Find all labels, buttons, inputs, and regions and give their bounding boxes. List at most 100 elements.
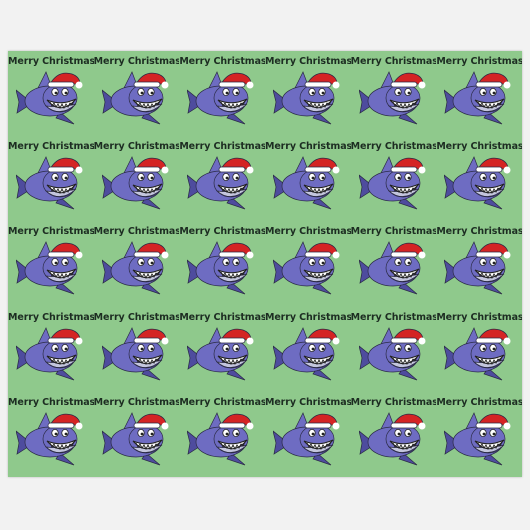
shark-eye-left xyxy=(222,428,230,437)
santa-hat xyxy=(49,72,81,85)
shark-teeth xyxy=(135,100,161,110)
merry-christmas-text: Merry Christmas xyxy=(350,226,437,238)
shark-eye-left xyxy=(137,343,145,352)
shark-teeth xyxy=(392,185,418,195)
santa-hat-trim xyxy=(133,81,161,88)
shark-eye-left xyxy=(308,343,316,352)
shark-teeth xyxy=(135,356,161,365)
shark-eye-right xyxy=(489,87,497,96)
santa-hat xyxy=(135,243,167,255)
shark-teeth xyxy=(49,100,75,110)
merry-christmas-text: Merry Christmas xyxy=(436,56,522,67)
santa-hat-trim xyxy=(304,252,332,258)
merry-christmas-text: Merry Christmas xyxy=(179,56,265,67)
pattern-tile: Merry Christmas xyxy=(179,307,265,392)
santa-shark-icon xyxy=(272,71,340,125)
shark-eye-left xyxy=(51,87,59,96)
shark-eye-left xyxy=(479,258,487,267)
pattern-tile: Merry Christmas xyxy=(8,51,94,136)
merry-christmas-text: Merry Christmas xyxy=(93,226,180,238)
shark-teeth xyxy=(220,441,246,450)
santa-shark-icon xyxy=(358,71,426,125)
santa-hat xyxy=(392,72,424,85)
shark-teeth xyxy=(220,356,246,365)
santa-hat xyxy=(220,413,252,426)
pattern-tile: Merry Christmas xyxy=(94,307,179,392)
pattern-tile: Merry Christmas xyxy=(351,136,436,221)
shark-eye-right xyxy=(318,173,326,182)
pattern-tile: Merry Christmas xyxy=(179,51,265,136)
santa-hat-trim xyxy=(390,422,418,429)
shark-eye-left xyxy=(479,173,487,182)
santa-hat-pompom xyxy=(161,422,169,430)
santa-shark-icon xyxy=(101,326,169,380)
pattern-tile: Merry Christmas xyxy=(436,392,522,477)
santa-shark-icon xyxy=(444,71,511,125)
pattern-tile: Merry Christmas xyxy=(265,221,351,306)
santa-shark-icon xyxy=(101,411,169,466)
shark-eye-right xyxy=(318,87,326,96)
santa-hat xyxy=(477,72,509,85)
pattern-tile: Merry Christmas xyxy=(436,221,522,306)
santa-hat xyxy=(477,243,509,255)
santa-hat-pompom xyxy=(246,81,254,89)
shark-eye-right xyxy=(61,343,69,352)
merry-christmas-text: Merry Christmas xyxy=(264,311,351,323)
santa-hat-trim xyxy=(304,337,332,343)
santa-hat xyxy=(477,157,509,170)
santa-hat-pompom xyxy=(161,251,169,259)
santa-hat-pompom xyxy=(503,337,511,345)
shark-teeth xyxy=(220,185,246,195)
shark-eye-right xyxy=(147,258,155,267)
santa-hat-trim xyxy=(390,81,418,88)
santa-hat xyxy=(49,243,81,255)
santa-hat-trim xyxy=(475,166,503,173)
shark-eye-right xyxy=(489,258,497,267)
santa-hat-pompom xyxy=(161,81,169,89)
shark-eye-left xyxy=(479,87,487,96)
santa-shark-icon xyxy=(272,326,340,380)
pattern-tile: Merry Christmas xyxy=(94,51,179,136)
santa-hat-pompom xyxy=(75,337,83,345)
santa-hat-trim xyxy=(304,422,332,429)
santa-hat xyxy=(392,157,424,170)
pattern-tile: Merry Christmas xyxy=(179,221,265,306)
shark-eye-right xyxy=(147,87,155,96)
santa-hat-pompom xyxy=(246,166,254,174)
shark-teeth xyxy=(392,441,418,450)
merry-christmas-text: Merry Christmas xyxy=(93,141,180,153)
shark-eye-left xyxy=(308,173,316,182)
santa-hat xyxy=(135,413,167,426)
santa-shark-icon xyxy=(358,326,426,380)
santa-hat-trim xyxy=(390,166,418,173)
shark-eye-right xyxy=(232,428,240,437)
santa-hat xyxy=(477,413,509,426)
santa-hat-pompom xyxy=(246,422,254,430)
santa-shark-icon xyxy=(187,411,254,466)
santa-hat xyxy=(220,328,252,340)
pattern-tile: Merry Christmas xyxy=(265,51,351,136)
shark-eye-left xyxy=(137,258,145,267)
pattern-tile: Merry Christmas xyxy=(8,307,94,392)
santa-hat-trim xyxy=(304,166,332,173)
pattern-tile: Merry Christmas xyxy=(179,136,265,221)
merry-christmas-text: Merry Christmas xyxy=(264,226,351,238)
pattern-tile: Merry Christmas xyxy=(93,221,180,306)
shark-teeth xyxy=(49,356,75,365)
santa-hat-pompom xyxy=(332,166,340,174)
santa-hat-trim xyxy=(133,337,161,343)
pattern-tile: Merry Christmas xyxy=(350,221,437,306)
merry-christmas-text: Merry Christmas xyxy=(8,56,94,67)
merry-christmas-text: Merry Christmas xyxy=(8,311,94,323)
pattern-tile: Merry Christmas xyxy=(265,307,351,392)
pattern-tile: Merry Christmas xyxy=(94,392,179,477)
santa-hat-pompom xyxy=(246,337,254,345)
santa-hat xyxy=(392,413,424,426)
shark-eye-left xyxy=(394,258,402,267)
shark-eye-right xyxy=(404,87,412,96)
shark-eye-left xyxy=(222,87,230,96)
santa-shark-icon xyxy=(444,241,511,295)
merry-christmas-text: Merry Christmas xyxy=(8,396,94,408)
santa-shark-icon xyxy=(358,241,426,295)
santa-shark-icon xyxy=(272,156,340,210)
